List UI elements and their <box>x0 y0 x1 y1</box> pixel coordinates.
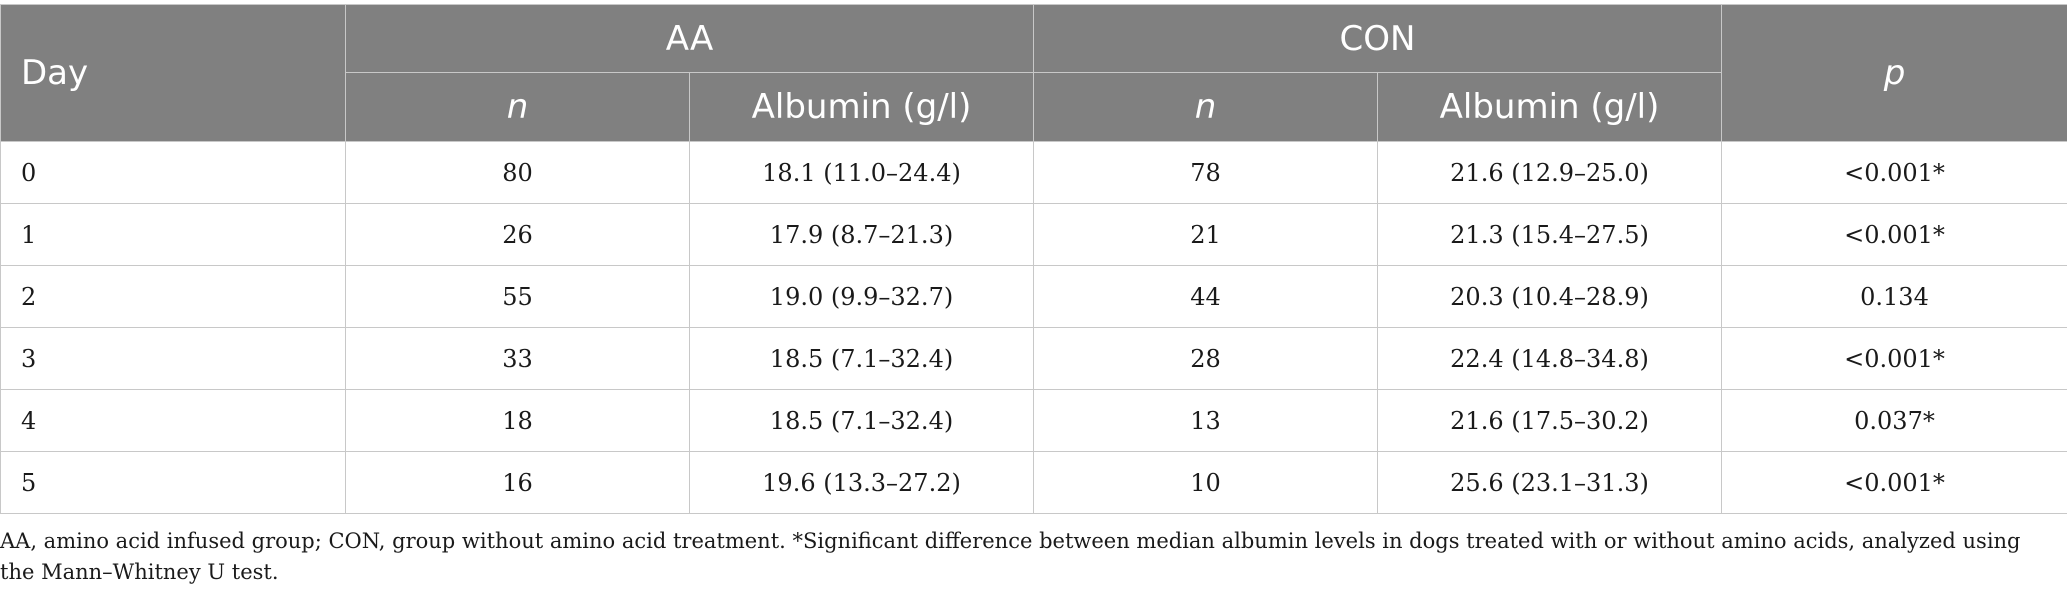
cell-con-n: 44 <box>1033 265 1378 328</box>
cell-aa-albumin: 18.5 (7.1–32.4) <box>689 389 1034 452</box>
header-aa-albumin: Albumin (g/l) <box>689 72 1034 142</box>
cell-day: 2 <box>0 265 346 328</box>
cell-aa-n: 18 <box>345 389 690 452</box>
table-row: 4 18 18.5 (7.1–32.4) 13 21.6 (17.5–30.2)… <box>0 389 2067 452</box>
cell-aa-n: 80 <box>345 141 690 204</box>
cell-p-value: 0.134 <box>1721 265 2067 328</box>
table-header: Day AA CON p n Albumin (g/l) n Albumin (… <box>0 4 2067 142</box>
header-row-columns: n Albumin (g/l) n Albumin (g/l) <box>1 72 2067 142</box>
table-row: 5 16 19.6 (13.3–27.2) 10 25.6 (23.1–31.3… <box>0 451 2067 514</box>
cell-aa-n: 55 <box>345 265 690 328</box>
cell-p-value: 0.037* <box>1721 389 2067 452</box>
albumin-table-container: Day AA CON p n Albumin (g/l) n Albumin (… <box>0 4 2067 514</box>
cell-con-n: 10 <box>1033 451 1378 514</box>
albumin-table: Day AA CON p n Albumin (g/l) n Albumin (… <box>0 4 2067 514</box>
header-day: Day <box>0 4 346 142</box>
cell-aa-albumin: 17.9 (8.7–21.3) <box>689 203 1034 266</box>
cell-day: 3 <box>0 327 346 390</box>
cell-con-n: 21 <box>1033 203 1378 266</box>
cell-con-albumin: 22.4 (14.8–34.8) <box>1377 327 1722 390</box>
table-row: 3 33 18.5 (7.1–32.4) 28 22.4 (14.8–34.8)… <box>0 327 2067 390</box>
cell-con-albumin: 21.6 (12.9–25.0) <box>1377 141 1722 204</box>
header-p-value: p <box>1721 4 2067 142</box>
header-con-n: n <box>1033 72 1378 142</box>
cell-day: 4 <box>0 389 346 452</box>
cell-day: 5 <box>0 451 346 514</box>
cell-con-n: 28 <box>1033 327 1378 390</box>
header-aa-n: n <box>345 72 690 142</box>
table-body: 0 80 18.1 (11.0–24.4) 78 21.6 (12.9–25.0… <box>0 141 2067 514</box>
header-con-albumin: Albumin (g/l) <box>1377 72 1722 142</box>
cell-con-n: 78 <box>1033 141 1378 204</box>
table-footnote: AA, amino acid infused group; CON, group… <box>0 529 2021 584</box>
table-row: 0 80 18.1 (11.0–24.4) 78 21.6 (12.9–25.0… <box>0 141 2067 204</box>
cell-aa-albumin: 18.5 (7.1–32.4) <box>689 327 1034 390</box>
cell-con-n: 13 <box>1033 389 1378 452</box>
header-row-groups: Day AA CON p <box>0 4 2067 142</box>
cell-aa-n: 16 <box>345 451 690 514</box>
cell-aa-n: 26 <box>345 203 690 266</box>
cell-aa-n: 33 <box>345 327 690 390</box>
header-group-con: CON <box>1033 4 1722 73</box>
cell-con-albumin: 25.6 (23.1–31.3) <box>1377 451 1722 514</box>
cell-aa-albumin: 19.6 (13.3–27.2) <box>689 451 1034 514</box>
cell-p-value: <0.001* <box>1721 141 2067 204</box>
cell-p-value: <0.001* <box>1721 451 2067 514</box>
cell-aa-albumin: 18.1 (11.0–24.4) <box>689 141 1034 204</box>
cell-day: 1 <box>0 203 346 266</box>
cell-day: 0 <box>0 141 346 204</box>
header-group-aa: AA <box>345 4 1034 73</box>
cell-p-value: <0.001* <box>1721 203 2067 266</box>
cell-con-albumin: 21.3 (15.4–27.5) <box>1377 203 1722 266</box>
table-row: 2 55 19.0 (9.9–32.7) 44 20.3 (10.4–28.9)… <box>0 265 2067 328</box>
cell-aa-albumin: 19.0 (9.9–32.7) <box>689 265 1034 328</box>
cell-p-value: <0.001* <box>1721 327 2067 390</box>
cell-con-albumin: 21.6 (17.5–30.2) <box>1377 389 1722 452</box>
cell-con-albumin: 20.3 (10.4–28.9) <box>1377 265 1722 328</box>
table-row: 1 26 17.9 (8.7–21.3) 21 21.3 (15.4–27.5)… <box>0 203 2067 266</box>
